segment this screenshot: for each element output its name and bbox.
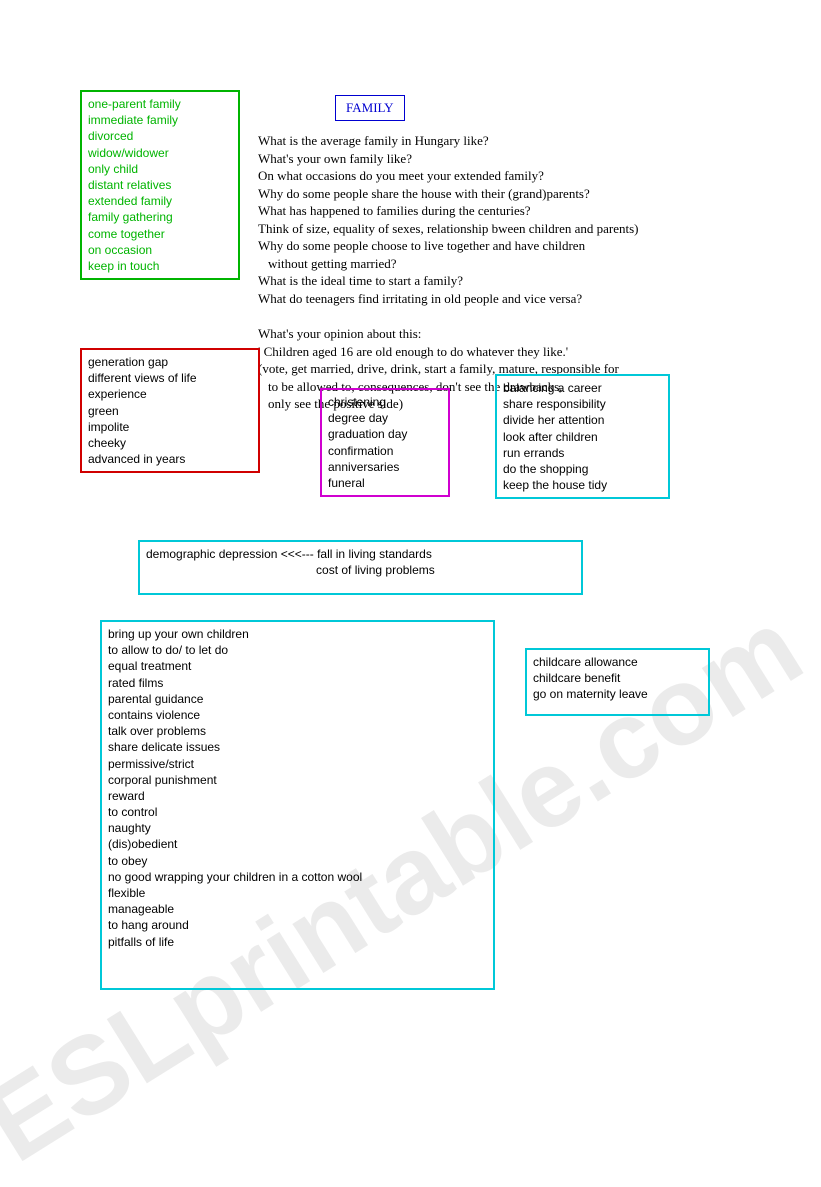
vocab-item: contains violence — [108, 707, 487, 723]
vocab-item: immediate family — [88, 112, 232, 128]
question-line: Why do some people share the house with … — [258, 185, 639, 203]
vocab-item: pitfalls of life — [108, 934, 487, 950]
vocab-item: experience — [88, 386, 252, 402]
vocab-item: parental guidance — [108, 691, 487, 707]
vocab-item: distant relatives — [88, 177, 232, 193]
vocab-item: widow/widower — [88, 145, 232, 161]
vocab-item: share delicate issues — [108, 739, 487, 755]
vocab-item: do the shopping — [503, 461, 662, 477]
vocab-item: on occasion — [88, 242, 232, 258]
question-line: What has happened to families during the… — [258, 202, 639, 220]
vocab-item: go on maternity leave — [533, 686, 702, 702]
vocab-item: keep the house tidy — [503, 477, 662, 493]
vocab-item: green — [88, 403, 252, 419]
vocab-item: to control — [108, 804, 487, 820]
vocab-item: permissive/strict — [108, 756, 487, 772]
vocab-item: to obey — [108, 853, 487, 869]
question-line: What's your opinion about this: — [258, 325, 639, 343]
vocab-item: funeral — [328, 475, 442, 491]
title-text: FAMILY — [346, 100, 394, 115]
vocab-box-career-balance: balancing a careershare responsibilitydi… — [495, 374, 670, 499]
vocab-item: cheeky — [88, 435, 252, 451]
question-line: What do teenagers find irritating in old… — [258, 290, 639, 308]
vocab-item: share responsibility — [503, 396, 662, 412]
vocab-item: only child — [88, 161, 232, 177]
vocab-item: keep in touch — [88, 258, 232, 274]
vocab-item: advanced in years — [88, 451, 252, 467]
vocab-item: manageable — [108, 901, 487, 917]
vocab-item: demographic depression <<<--- fall in li… — [146, 546, 575, 562]
vocab-box-family-types: one-parent familyimmediate familydivorce… — [80, 90, 240, 280]
question-line: Why do some people choose to live togeth… — [258, 237, 639, 255]
vocab-item: equal treatment — [108, 658, 487, 674]
vocab-item: graduation day — [328, 426, 442, 442]
question-line: ' Children aged 16 are old enough to do … — [258, 343, 639, 361]
title-box: FAMILY — [335, 95, 405, 121]
vocab-item: christening — [328, 394, 442, 410]
vocab-item: family gathering — [88, 209, 232, 225]
vocab-item: one-parent family — [88, 96, 232, 112]
vocab-item: confirmation — [328, 443, 442, 459]
vocab-item: balancing a career — [503, 380, 662, 396]
question-line: Think of size, equality of sexes, relati… — [258, 220, 639, 238]
question-line: What is the average family in Hungary li… — [258, 132, 639, 150]
vocab-item: come together — [88, 226, 232, 242]
vocab-item: cost of living problems — [146, 562, 575, 578]
question-line: What is the ideal time to start a family… — [258, 272, 639, 290]
vocab-item: childcare benefit — [533, 670, 702, 686]
vocab-item: reward — [108, 788, 487, 804]
vocab-box-ceremonies: christeningdegree daygraduation dayconfi… — [320, 388, 450, 497]
question-line: What's your own family like? — [258, 150, 639, 168]
vocab-item: (dis)obedient — [108, 836, 487, 852]
question-line — [258, 307, 639, 325]
vocab-item: generation gap — [88, 354, 252, 370]
vocab-item: anniversaries — [328, 459, 442, 475]
vocab-item: extended family — [88, 193, 232, 209]
vocab-item: degree day — [328, 410, 442, 426]
vocab-item: look after children — [503, 429, 662, 445]
vocab-item: divide her attention — [503, 412, 662, 428]
vocab-item: bring up your own children — [108, 626, 487, 642]
vocab-item: rated films — [108, 675, 487, 691]
vocab-box-demographic: demographic depression <<<--- fall in li… — [138, 540, 583, 595]
vocab-box-childcare: childcare allowancechildcare benefitgo o… — [525, 648, 710, 716]
question-line: On what occasions do you meet your exten… — [258, 167, 639, 185]
vocab-item: to allow to do/ to let do — [108, 642, 487, 658]
vocab-item: naughty — [108, 820, 487, 836]
vocab-item: divorced — [88, 128, 232, 144]
vocab-item: childcare allowance — [533, 654, 702, 670]
vocab-item: to hang around — [108, 917, 487, 933]
vocab-item: impolite — [88, 419, 252, 435]
vocab-box-parenting: bring up your own childrento allow to do… — [100, 620, 495, 990]
vocab-item: no good wrapping your children in a cott… — [108, 869, 487, 885]
vocab-item: flexible — [108, 885, 487, 901]
vocab-item: run errands — [503, 445, 662, 461]
questions-block: What is the average family in Hungary li… — [258, 132, 639, 413]
vocab-item: corporal punishment — [108, 772, 487, 788]
vocab-item: talk over problems — [108, 723, 487, 739]
question-line: without getting married? — [258, 255, 639, 273]
vocab-box-generation-gap: generation gapdifferent views of lifeexp… — [80, 348, 260, 473]
vocab-item: different views of life — [88, 370, 252, 386]
